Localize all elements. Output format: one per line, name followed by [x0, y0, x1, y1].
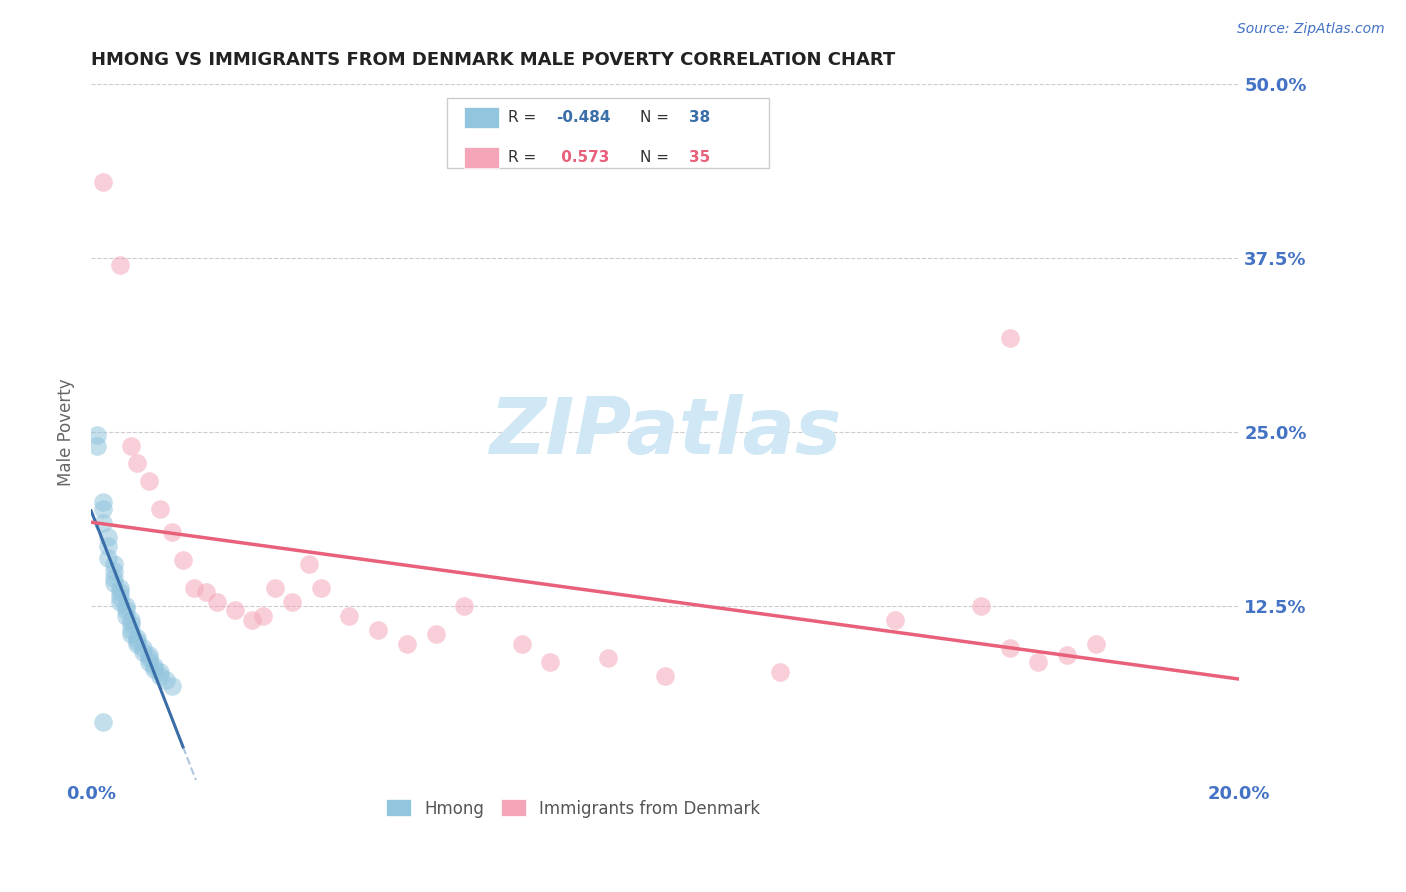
Point [769, 665, 792, 679]
Point [125, 456, 148, 470]
Point [339, 609, 361, 624]
Point [138, 655, 160, 669]
Point [453, 599, 475, 614]
Point [120, 617, 142, 632]
Point [224, 603, 246, 617]
Point [143, 662, 166, 676]
FancyBboxPatch shape [447, 98, 769, 168]
Point [114, 603, 136, 617]
Point [91, 516, 114, 530]
Legend: Hmong, Immigrants from Denmark: Hmong, Immigrants from Denmark [380, 793, 768, 824]
Point [86, 428, 108, 442]
Point [97, 530, 120, 544]
Point [510, 637, 533, 651]
Point [998, 330, 1021, 344]
Point [970, 599, 993, 614]
Point [194, 585, 217, 599]
Point [86, 439, 108, 453]
Point [138, 648, 160, 662]
Point [91, 495, 114, 509]
Text: N =: N = [640, 150, 673, 165]
Point [114, 599, 136, 614]
Point [138, 650, 160, 665]
Point [654, 669, 676, 683]
Point [425, 627, 447, 641]
Point [103, 558, 125, 572]
Text: R =: R = [508, 150, 546, 165]
Point [367, 623, 389, 637]
Point [281, 595, 304, 609]
Point [103, 571, 125, 585]
Point [240, 613, 263, 627]
Point [160, 679, 183, 693]
Text: HMONG VS IMMIGRANTS FROM DENMARK MALE POVERTY CORRELATION CHART: HMONG VS IMMIGRANTS FROM DENMARK MALE PO… [91, 51, 896, 69]
Point [263, 581, 285, 595]
Text: 0.573: 0.573 [557, 150, 610, 165]
Point [97, 550, 120, 565]
Point [108, 585, 131, 599]
Text: ZIPatlas: ZIPatlas [489, 394, 841, 470]
Text: 38: 38 [689, 110, 710, 125]
Point [1084, 637, 1107, 651]
Point [883, 613, 905, 627]
Point [596, 650, 619, 665]
Point [103, 565, 125, 579]
Text: 35: 35 [689, 150, 710, 165]
Point [155, 673, 177, 687]
Text: Source: ZipAtlas.com: Source: ZipAtlas.com [1237, 22, 1385, 37]
Point [132, 645, 155, 659]
Point [125, 634, 148, 648]
Point [149, 665, 172, 679]
Point [108, 590, 131, 604]
Point [120, 623, 142, 637]
Point [103, 575, 125, 590]
Point [125, 637, 148, 651]
Point [138, 474, 160, 488]
FancyBboxPatch shape [464, 107, 499, 128]
Point [120, 613, 142, 627]
Point [1056, 648, 1078, 662]
Point [120, 627, 142, 641]
Text: N =: N = [640, 110, 673, 125]
FancyBboxPatch shape [464, 147, 499, 168]
Text: -0.484: -0.484 [557, 110, 610, 125]
Point [91, 175, 114, 189]
Point [538, 655, 561, 669]
Point [108, 595, 131, 609]
Point [172, 553, 194, 567]
Point [125, 632, 148, 646]
Point [309, 581, 332, 595]
Point [108, 258, 131, 272]
Point [252, 609, 274, 624]
Point [91, 501, 114, 516]
Point [207, 595, 229, 609]
Point [395, 637, 418, 651]
Point [160, 525, 183, 540]
Point [91, 714, 114, 729]
Point [97, 540, 120, 554]
Point [183, 581, 205, 595]
Point [120, 439, 142, 453]
Point [143, 659, 166, 673]
Point [1028, 655, 1050, 669]
Point [998, 640, 1021, 655]
Text: R =: R = [508, 110, 541, 125]
Point [132, 640, 155, 655]
Point [298, 558, 321, 572]
Y-axis label: Male Poverty: Male Poverty [58, 378, 75, 486]
Point [149, 669, 172, 683]
Point [149, 501, 172, 516]
Point [108, 581, 131, 595]
Point [114, 609, 136, 624]
